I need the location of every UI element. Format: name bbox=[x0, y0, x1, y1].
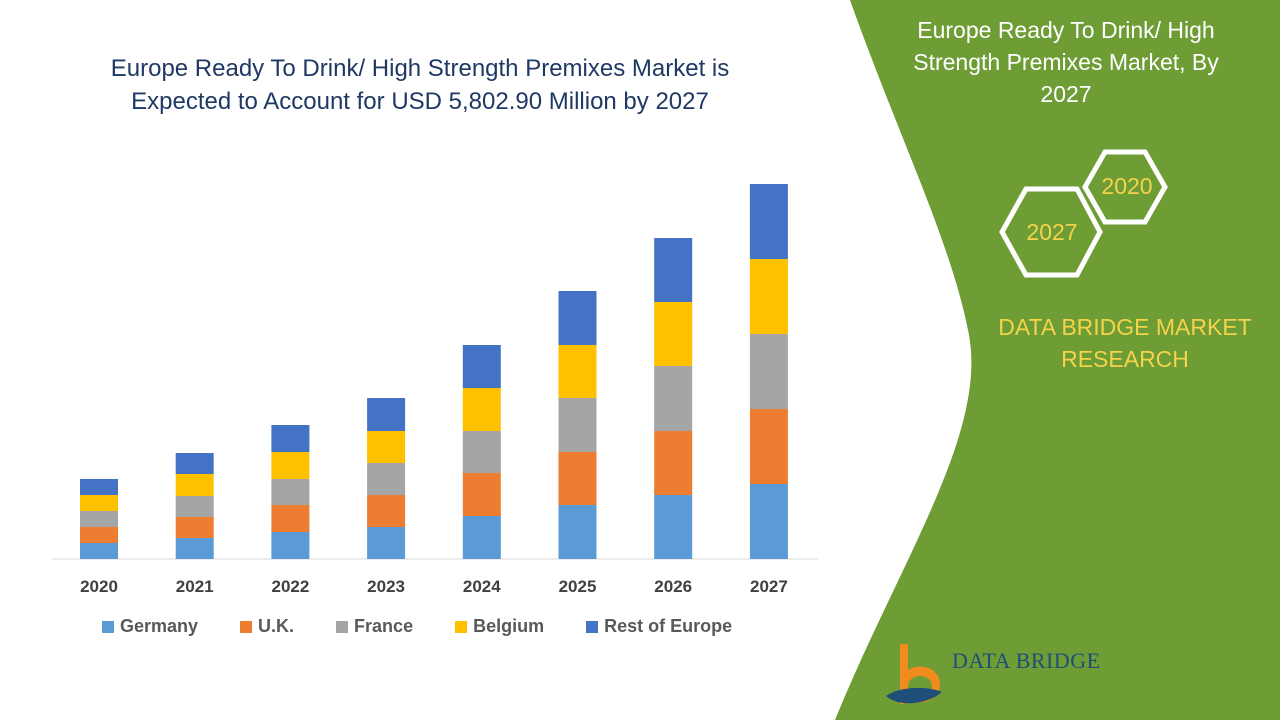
bar-segment-2025-belgium bbox=[558, 345, 597, 398]
bar-segment-2027-germany bbox=[749, 484, 788, 559]
legend-label: Rest of Europe bbox=[604, 616, 733, 636]
bar-segment-2022-u-k- bbox=[271, 505, 310, 532]
legend-label: Belgium bbox=[473, 616, 545, 636]
bar-segment-2021-u-k- bbox=[175, 517, 214, 538]
legend-item-rest-of-europe: Rest of Europe bbox=[586, 616, 732, 637]
legend-item-germany: Germany bbox=[102, 616, 198, 637]
x-tick-label-2027: 2027 bbox=[750, 577, 788, 596]
legend-item-belgium: Belgium bbox=[455, 616, 544, 637]
bar-segment-2022-france bbox=[271, 479, 310, 505]
bar-segment-2020-belgium bbox=[80, 495, 118, 511]
bar-segment-2023-france bbox=[367, 463, 406, 495]
bar-segment-2020-france bbox=[80, 511, 118, 527]
legend-swatch bbox=[102, 620, 114, 633]
hex-label-2020: 2020 bbox=[1101, 173, 1153, 199]
bar-segment-2027-belgium bbox=[749, 259, 788, 334]
side-panel-title: Europe Ready To Drink/ High Strength Pre… bbox=[913, 17, 1219, 107]
bar-segment-2024-u-k- bbox=[462, 473, 501, 516]
bar-segment-2025-rest-of-europe bbox=[558, 291, 597, 345]
bar-segment-2027-u-k- bbox=[749, 409, 788, 484]
legend-item-u-k-: U.K. bbox=[240, 616, 294, 637]
bar-segment-2023-germany bbox=[367, 527, 406, 559]
x-tick-label-2020: 2020 bbox=[80, 577, 118, 596]
legend-label: Germany bbox=[120, 616, 199, 636]
x-tick-label-2025: 2025 bbox=[559, 577, 597, 596]
bar-segment-2020-u-k- bbox=[80, 527, 118, 543]
legend-swatch bbox=[336, 620, 349, 633]
legend-swatch bbox=[586, 620, 599, 633]
bar-segment-2022-belgium bbox=[271, 452, 310, 479]
bar-segment-2023-u-k- bbox=[367, 495, 406, 527]
hex-label-2027: 2027 bbox=[1026, 219, 1078, 245]
bar-segment-2026-belgium bbox=[654, 302, 693, 366]
bar-segment-2024-france bbox=[462, 431, 501, 473]
x-tick-label-2022: 2022 bbox=[271, 577, 309, 596]
bar-segment-2027-france bbox=[749, 334, 788, 409]
x-tick-label-2023: 2023 bbox=[367, 577, 405, 596]
bar-segment-2022-rest-of-europe bbox=[271, 425, 310, 452]
x-tick-label-2026: 2026 bbox=[654, 577, 692, 596]
bar-segment-2020-germany bbox=[80, 543, 118, 559]
hexagon-2027 bbox=[999, 186, 1103, 278]
x-tick-labels: 2020 2021 2022 2023 2024 2025 2026 2027 bbox=[80, 577, 788, 596]
bar-segment-2025-germany bbox=[558, 505, 597, 559]
green-panel-shape bbox=[835, 0, 1280, 720]
legend-item-france: France bbox=[336, 616, 413, 637]
bar-segment-2020-rest-of-europe bbox=[80, 479, 118, 495]
bar-segment-2021-belgium bbox=[175, 474, 214, 496]
bar-segment-2024-belgium bbox=[462, 388, 501, 431]
chart-title: Europe Ready To Drink/ High Strength Pre… bbox=[110, 55, 730, 115]
bar-segment-2024-germany bbox=[462, 516, 501, 559]
hexagon-2020 bbox=[1082, 149, 1168, 225]
legend-label: U.K. bbox=[258, 616, 295, 636]
brand-text: DATA BRIDGE MARKET RESEARCH bbox=[998, 314, 1252, 372]
bar-segment-2022-germany bbox=[271, 532, 310, 559]
bar-segment-2025-u-k- bbox=[558, 452, 597, 505]
bar-segment-2021-france bbox=[175, 496, 214, 517]
bar-segment-2026-u-k- bbox=[654, 431, 693, 495]
bar-segment-2024-rest-of-europe bbox=[462, 345, 501, 388]
legend-swatch bbox=[455, 620, 468, 633]
bar-segment-2026-rest-of-europe bbox=[654, 238, 693, 302]
bar-segment-2026-france bbox=[654, 366, 693, 431]
bar-segment-2025-france bbox=[558, 398, 597, 452]
logo-mark-icon bbox=[886, 644, 942, 704]
legend-label: France bbox=[354, 616, 414, 636]
x-tick-label-2021: 2021 bbox=[176, 577, 214, 596]
bar-segment-2021-germany bbox=[175, 538, 214, 559]
bars-group bbox=[80, 184, 788, 559]
data-bridge-logo: DATA BRIDGE bbox=[880, 640, 1110, 710]
legend-swatch bbox=[240, 620, 253, 633]
bar-segment-2026-germany bbox=[654, 495, 693, 559]
stacked-bar-chart: 2020 2021 2022 2023 2024 2025 2026 2027 bbox=[52, 184, 818, 596]
legend: Germany U.K. France Belgium Rest of Europe bbox=[102, 616, 774, 637]
bar-segment-2023-rest-of-europe bbox=[367, 398, 406, 431]
bar-segment-2023-belgium bbox=[367, 431, 406, 463]
bar-segment-2021-rest-of-europe bbox=[175, 453, 214, 474]
bar-segment-2027-rest-of-europe bbox=[749, 184, 788, 259]
x-tick-label-2024: 2024 bbox=[463, 577, 501, 596]
logo-name: DATA BRIDGE bbox=[952, 648, 1101, 673]
